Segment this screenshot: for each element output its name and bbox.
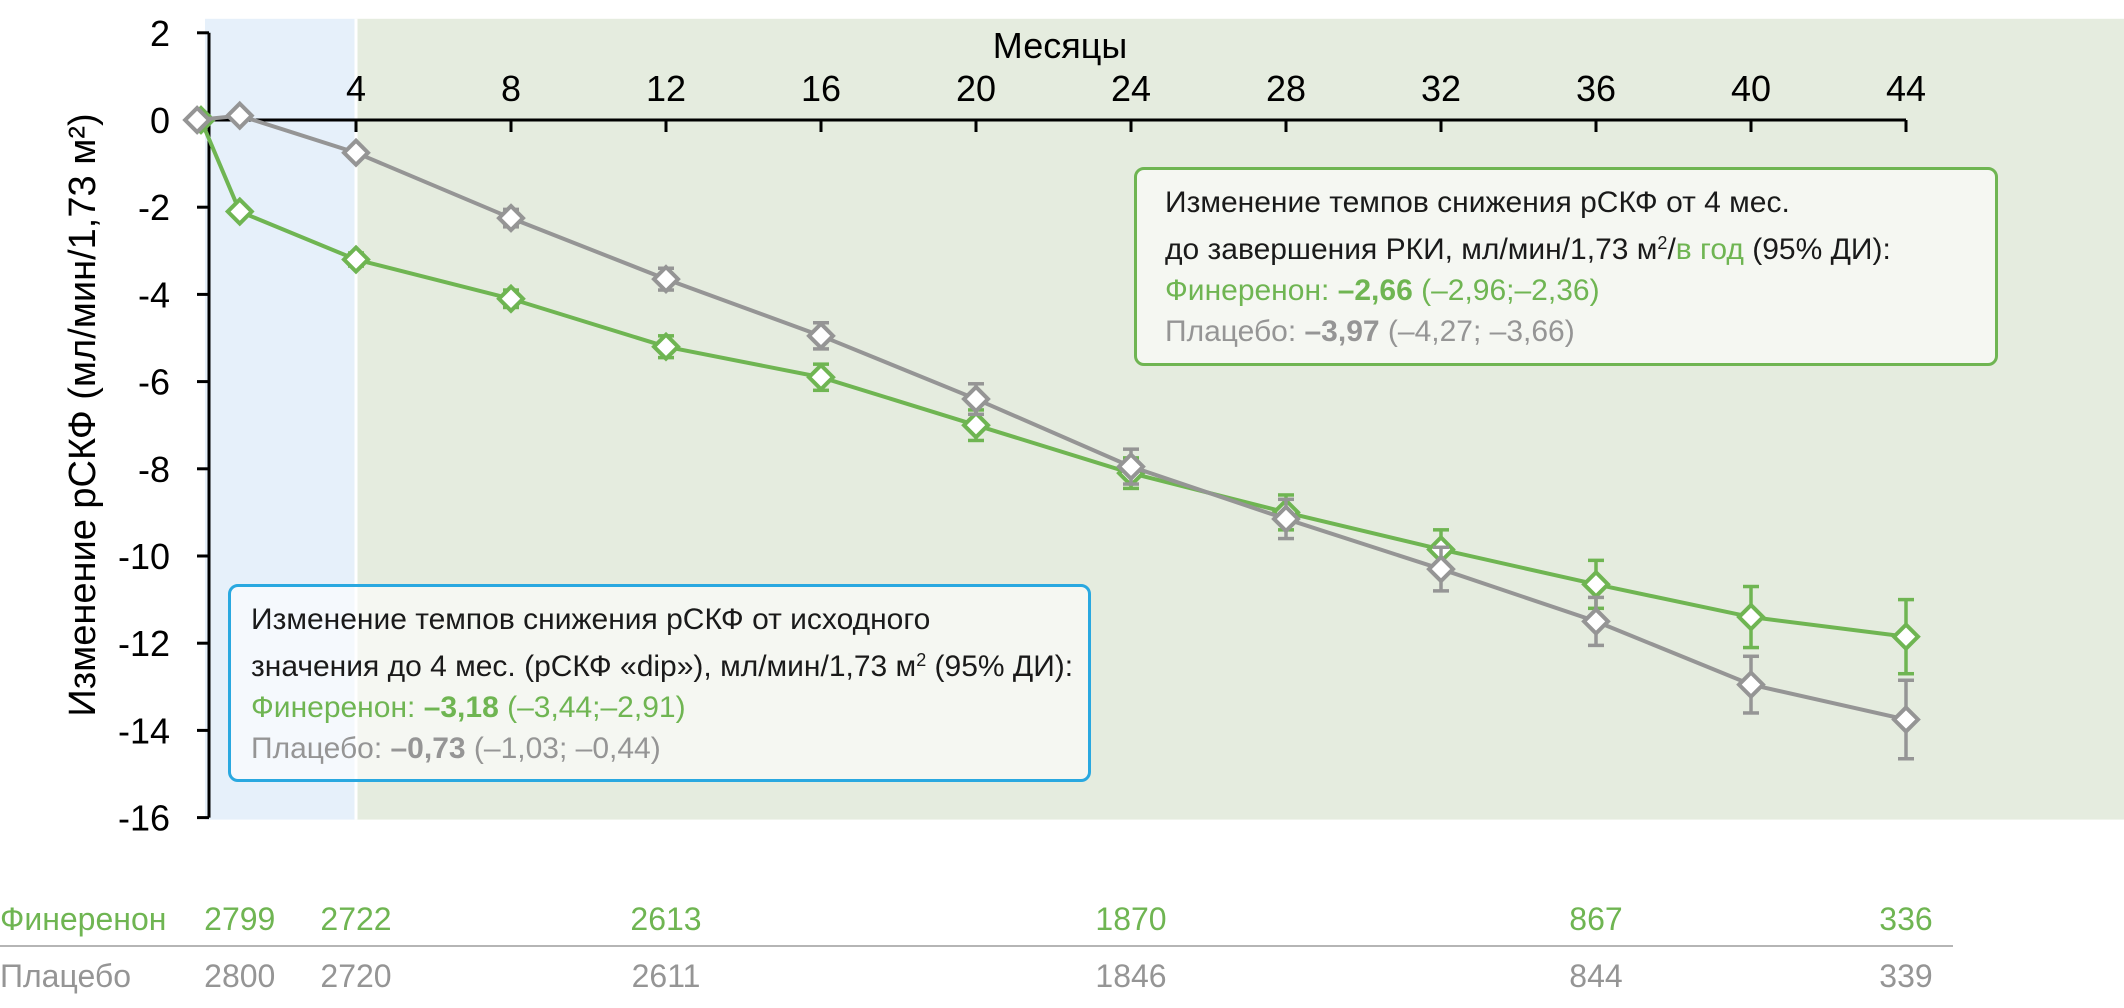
data-point-marker [961, 410, 991, 441]
x-tick-label: 44 [1886, 68, 1926, 109]
x-axis-title: Месяцы [993, 25, 1127, 66]
data-point-marker [224, 100, 255, 131]
dip-annotation-finerenone: Финеренон: –3,18 (–3,44;–2,91) [251, 691, 686, 724]
at-risk-value: 339 [1879, 958, 1932, 994]
data-point-marker [1736, 602, 1766, 632]
x-tick-label: 4 [346, 68, 366, 109]
x-tick-label: 32 [1421, 68, 1461, 109]
x-tick-label: 36 [1576, 68, 1616, 109]
at-risk-row-label: Плацебо [0, 958, 131, 994]
data-point-marker [1891, 621, 1921, 652]
dip-annotation-box: Изменение темпов снижения рСКФ от исходн… [228, 584, 1091, 782]
data-point-marker [496, 283, 526, 314]
at-risk-value: 2799 [204, 901, 275, 937]
data-point-marker [1891, 704, 1921, 735]
slope-annotation-box: Изменение темпов снижения рСКФ от 4 мес.… [1134, 167, 1998, 366]
slope-annotation-placebo: Плацебо: –3,97 (–4,27; –3,66) [1165, 315, 1575, 348]
at-risk-value: 2611 [632, 958, 701, 994]
at-risk-value: 2613 [630, 901, 701, 937]
data-point-marker [1736, 669, 1766, 700]
at-risk-value: 867 [1569, 901, 1622, 937]
y-axis-title: Изменение рСКФ (мл/мин/1,73 м²) [62, 113, 104, 716]
x-tick-label: 40 [1731, 68, 1771, 109]
data-point-marker [341, 137, 371, 168]
y-tick-label: -8 [138, 449, 170, 490]
data-point-marker [806, 320, 836, 351]
dip-annotation-line1: Изменение темпов снижения рСКФ от исходн… [251, 603, 931, 636]
y-tick-label: -14 [118, 710, 170, 751]
data-point-marker [651, 331, 681, 362]
y-tick-label: -4 [138, 274, 170, 315]
at-risk-value: 2800 [204, 958, 275, 994]
at-risk-value: 844 [1569, 958, 1622, 994]
at-risk-table: Финеренон 2799 2722 2613 1870 867 336 Плацебо 28… [0, 901, 1953, 994]
data-point-marker [341, 244, 371, 275]
y-tick-label: 2 [150, 13, 170, 54]
axes: 20-2-4-6-8-10-12-14-164 8 12 16 20 24 28 32 36 40… [62, 13, 1926, 839]
x-tick-label: 8 [501, 68, 521, 109]
x-tick-label: 20 [956, 68, 996, 109]
data-point-marker [806, 362, 836, 393]
data-point-marker [1116, 451, 1146, 482]
y-tick-label: -6 [138, 362, 170, 403]
at-risk-row-label: Финеренон [0, 901, 166, 937]
data-point-marker [1581, 606, 1611, 637]
x-tick-label: 28 [1266, 68, 1306, 109]
dip-annotation-line2: значения до 4 мес. (рСКФ «dip»), мл/мин/… [251, 650, 1074, 683]
dip-annotation-placebo: Плацебо: –0,73 (–1,03; –0,44) [251, 732, 661, 765]
at-risk-value: 2720 [320, 958, 391, 994]
at-risk-value: 1870 [1095, 901, 1166, 937]
y-tick-label: -12 [118, 623, 170, 664]
slope-annotation-finerenone: Финеренон: –2,66 (–2,96;–2,36) [1165, 274, 1600, 307]
data-point-marker [651, 264, 681, 294]
x-tick-label: 24 [1111, 68, 1151, 109]
data-point-marker [961, 384, 991, 414]
at-risk-value: 336 [1879, 901, 1932, 937]
y-tick-label: -16 [118, 798, 170, 839]
x-tick-label: 16 [801, 68, 841, 109]
y-tick-label: -2 [138, 187, 170, 228]
at-risk-value: 2722 [320, 901, 391, 937]
slope-annotation-line1: Изменение темпов снижения рСКФ от 4 мес. [1165, 186, 1790, 219]
data-point-marker [224, 196, 255, 227]
series-placebo [182, 100, 1921, 761]
slope-annotation-line2: до завершения РКИ, мл/мин/1,73 м2/в год … [1165, 233, 1891, 266]
data-point-marker [496, 203, 526, 233]
data-point-marker [1426, 554, 1456, 584]
at-risk-value: 1846 [1095, 958, 1166, 994]
y-tick-label: -10 [118, 536, 170, 577]
x-tick-label: 12 [646, 68, 686, 109]
data-point-marker [1271, 504, 1301, 534]
y-tick-label: 0 [150, 100, 170, 141]
data-series [182, 100, 1921, 761]
data-point-marker [182, 105, 212, 135]
